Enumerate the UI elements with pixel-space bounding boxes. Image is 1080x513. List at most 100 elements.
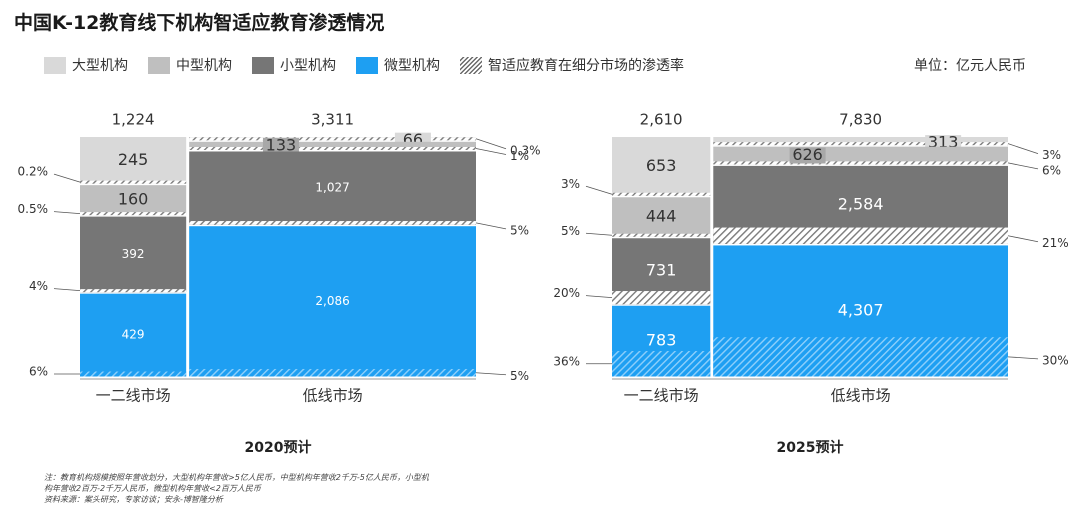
legend-label-large: 大型机构 bbox=[72, 58, 128, 74]
footnotes: 注：教育机构规模按照年营收划分，大型机构年营收>5亿人民币，中型机构年营收2千万… bbox=[44, 472, 514, 505]
page-title: 中国K-12教育线下机构智适应教育渗透情况 bbox=[14, 12, 385, 34]
value-label: 1,027 bbox=[315, 181, 349, 195]
penetration-hatch bbox=[189, 368, 477, 377]
value-label: 444 bbox=[646, 207, 677, 226]
penetration-label: 6% bbox=[29, 365, 48, 379]
column-total-label: 7,830 bbox=[839, 111, 882, 129]
bar-segment bbox=[713, 137, 1008, 146]
legend-swatch-large bbox=[44, 56, 66, 74]
penetration-hatch bbox=[612, 291, 711, 305]
penetration-label: 36% bbox=[553, 354, 580, 368]
callout-line bbox=[585, 295, 613, 299]
unit-label: 单位：亿元人民币 bbox=[914, 58, 1026, 74]
legend-swatch-micro bbox=[356, 56, 378, 74]
callout-line bbox=[585, 185, 613, 195]
bar-segment bbox=[80, 185, 187, 216]
value-label: 626 bbox=[792, 145, 823, 164]
penetration-label: 6% bbox=[1042, 163, 1061, 177]
callout-line bbox=[53, 173, 81, 183]
penetration-hatch bbox=[713, 337, 1008, 377]
callout-line bbox=[475, 372, 507, 376]
bar-segment bbox=[189, 226, 477, 377]
penetration-label: 4% bbox=[29, 279, 48, 293]
bar-segment bbox=[713, 146, 1008, 165]
penetration-hatch bbox=[189, 137, 477, 141]
legend-swatch-penetration bbox=[460, 56, 482, 74]
callout-line bbox=[1007, 143, 1039, 155]
marimekko-chart-2025: 6533%4445%73120%78336%2,610一二线市场3133%626… bbox=[553, 111, 1068, 457]
value-label: 4,307 bbox=[838, 300, 884, 319]
callout-line bbox=[475, 138, 507, 150]
penetration-label: 0.5% bbox=[18, 202, 49, 216]
footnote-line-1: 注：教育机构规模按照年营收划分，大型机构年营收>5亿人民币，中型机构年营收2千万… bbox=[44, 473, 429, 482]
penetration-label: 5% bbox=[510, 369, 529, 383]
bar-segment bbox=[80, 137, 187, 184]
value-label: 2,584 bbox=[838, 194, 884, 213]
panel-title: 2020预计 bbox=[245, 439, 312, 456]
category-label: 低线市场 bbox=[303, 387, 363, 405]
penetration-label: 3% bbox=[1042, 148, 1061, 162]
penetration-hatch bbox=[80, 212, 187, 216]
penetration-label: 1% bbox=[510, 149, 529, 163]
value-label: 245 bbox=[118, 150, 149, 169]
legend: 大型机构 中型机构 小型机构 微型机构 智适应教育在细分市场的渗透率 bbox=[44, 55, 704, 75]
value-label-box bbox=[262, 137, 299, 154]
legend-item-medium: 中型机构 bbox=[148, 55, 232, 75]
value-label: 133 bbox=[266, 135, 297, 154]
value-label-box bbox=[789, 147, 826, 164]
value-label: 392 bbox=[122, 247, 145, 261]
penetration-label: 0.2% bbox=[18, 165, 49, 179]
penetration-hatch bbox=[80, 371, 187, 377]
penetration-label: 0.3% bbox=[510, 143, 541, 157]
penetration-hatch bbox=[80, 180, 187, 184]
penetration-hatch bbox=[612, 233, 711, 237]
value-label: 160 bbox=[118, 190, 149, 209]
bar-segment bbox=[80, 216, 187, 293]
legend-item-penetration: 智适应教育在细分市场的渗透率 bbox=[460, 55, 684, 75]
column-total-label: 2,610 bbox=[640, 111, 683, 129]
callout-line bbox=[53, 288, 81, 292]
penetration-label: 5% bbox=[561, 224, 580, 238]
legend-item-micro: 微型机构 bbox=[356, 55, 440, 75]
value-label: 429 bbox=[122, 328, 145, 342]
penetration-hatch bbox=[80, 289, 187, 293]
penetration-hatch bbox=[612, 351, 711, 377]
legend-label-medium: 中型机构 bbox=[176, 58, 232, 74]
callout-line bbox=[1007, 162, 1039, 170]
callout-line bbox=[475, 148, 507, 155]
panel-title: 2025预计 bbox=[777, 439, 844, 456]
callout-line bbox=[1007, 356, 1039, 360]
penetration-label: 20% bbox=[553, 286, 580, 300]
bar-segment bbox=[612, 197, 711, 237]
legend-label-small: 小型机构 bbox=[280, 58, 336, 74]
column-tier12: 245 0.2% 160 0.5% 392 4% 429 6% 1,224 一二线市场 bbox=[18, 111, 187, 405]
footnote-line-2: 构年营收2百万-2千万人民币，微型机构年营收<2百万人民币 bbox=[44, 484, 261, 493]
marimekko-chart-2020: 2450.2%1600.5%3924%4296%1,224一二线市场660.3%… bbox=[18, 111, 541, 457]
penetration-label: 21% bbox=[1042, 236, 1069, 250]
legend-swatch-small bbox=[252, 56, 274, 74]
column-total-label: 1,224 bbox=[112, 111, 155, 129]
legend-label-micro: 微型机构 bbox=[384, 58, 440, 74]
footnote-line-3: 资料来源：案头研究，专家访谈；安永-博智隆分析 bbox=[44, 495, 223, 504]
bar-segment bbox=[189, 141, 477, 150]
penetration-label: 5% bbox=[510, 223, 529, 237]
column-tier12: 653 3% 444 5% 731 20% 783 36% 2,610 一二线市场 bbox=[553, 111, 711, 405]
legend-item-small: 小型机构 bbox=[252, 55, 336, 75]
bar-segment bbox=[189, 151, 477, 225]
value-label: 783 bbox=[646, 331, 677, 350]
callout-line bbox=[475, 222, 507, 230]
value-label: 731 bbox=[646, 261, 677, 280]
value-label: 2,086 bbox=[315, 294, 349, 308]
legend-swatch-medium bbox=[148, 56, 170, 74]
legend-item-large: 大型机构 bbox=[44, 55, 128, 75]
value-label: 653 bbox=[646, 156, 677, 175]
penetration-label: 30% bbox=[1042, 353, 1069, 367]
penetration-hatch bbox=[713, 161, 1008, 165]
penetration-hatch bbox=[189, 221, 477, 225]
bar-segment bbox=[80, 293, 187, 377]
category-label: 一二线市场 bbox=[624, 387, 699, 405]
legend-label-penetration: 智适应教育在细分市场的渗透率 bbox=[488, 58, 684, 74]
penetration-hatch bbox=[713, 142, 1008, 146]
